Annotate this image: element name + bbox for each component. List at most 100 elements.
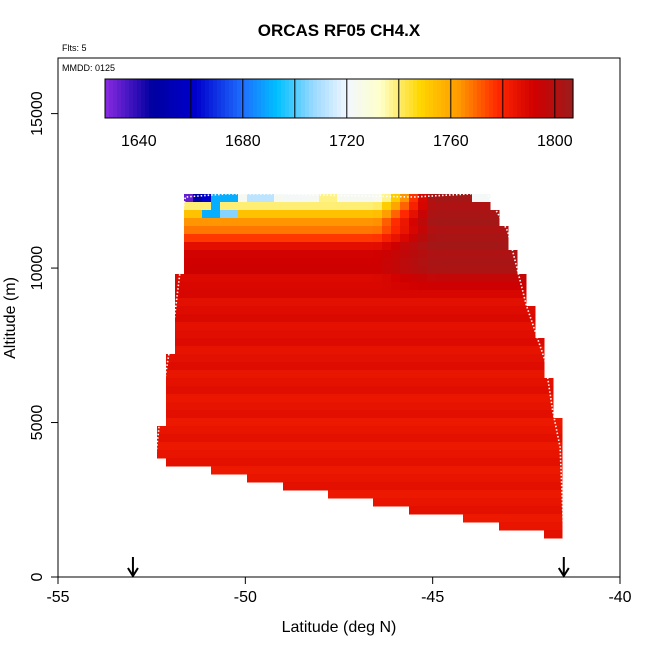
heatmap-cell	[355, 314, 365, 323]
heatmap-cell	[346, 418, 356, 427]
heatmap-cell	[346, 442, 356, 451]
heatmap-cell	[346, 490, 356, 499]
heatmap-cell	[274, 234, 284, 243]
heatmap-cell	[283, 474, 293, 483]
heatmap-cell	[355, 330, 365, 339]
heatmap-cell	[472, 226, 482, 235]
heatmap-cell	[526, 426, 536, 435]
heatmap-cell	[409, 274, 419, 283]
heatmap-cell	[229, 434, 239, 443]
heatmap-cell	[436, 370, 446, 379]
heatmap-cell	[436, 242, 446, 251]
heatmap-cell	[256, 426, 266, 435]
heatmap-cell	[238, 226, 248, 235]
heatmap-cell	[481, 394, 491, 403]
heatmap-cell	[211, 434, 221, 443]
heatmap-cell	[445, 346, 455, 355]
heatmap-cell	[427, 498, 437, 507]
heatmap-cell	[373, 370, 383, 379]
heatmap-cell	[508, 522, 518, 531]
colorbar-swatch	[301, 79, 306, 118]
heatmap-cell	[265, 202, 275, 211]
heatmap-cell	[535, 466, 545, 475]
heatmap-cell	[328, 450, 338, 459]
heatmap-cell	[517, 386, 527, 395]
colorbar-swatch	[405, 79, 410, 118]
heatmap-cell	[427, 306, 437, 315]
heatmap-cell	[499, 266, 509, 275]
heatmap-cell	[508, 426, 518, 435]
heatmap-cell	[220, 266, 230, 275]
heatmap-cell	[301, 346, 311, 355]
heatmap-cell	[346, 402, 356, 411]
heatmap-cell	[463, 306, 473, 315]
heatmap-cell	[202, 226, 212, 235]
heatmap-cell	[409, 354, 419, 363]
heatmap-cell	[220, 362, 230, 371]
heatmap-cell	[256, 274, 266, 283]
heatmap-cell	[382, 282, 392, 291]
heatmap-cell	[481, 218, 491, 227]
heatmap-cell	[346, 202, 356, 211]
heatmap-cell	[319, 266, 329, 275]
heatmap-cell	[319, 434, 329, 443]
heatmap-cell	[391, 466, 401, 475]
heatmap-cell	[229, 330, 239, 339]
heatmap-cell	[211, 250, 221, 259]
heatmap-cell	[445, 482, 455, 491]
heatmap-cell	[472, 450, 482, 459]
heatmap-cell	[175, 322, 185, 331]
colorbar-tick-label: 1720	[329, 133, 365, 150]
heatmap-cell	[238, 418, 248, 427]
heatmap-cell	[283, 290, 293, 299]
heatmap-cell	[355, 266, 365, 275]
heatmap-cell	[274, 306, 284, 315]
heatmap-cell	[490, 210, 500, 219]
heatmap-cell	[319, 474, 329, 483]
heatmap-cell	[409, 378, 419, 387]
heatmap-cell	[193, 450, 203, 459]
heatmap-cell	[301, 298, 311, 307]
heatmap-cell	[463, 394, 473, 403]
heatmap-cell	[274, 466, 284, 475]
heatmap-cell	[211, 346, 221, 355]
heatmap-cell	[535, 450, 545, 459]
heatmap-cell	[436, 234, 446, 243]
colorbar-swatch	[533, 79, 538, 118]
heatmap-cell	[436, 466, 446, 475]
heatmap-cell	[355, 306, 365, 315]
heatmap-cell	[499, 434, 509, 443]
heatmap-cell	[211, 450, 221, 459]
heatmap-cell	[229, 266, 239, 275]
heatmap-cell	[454, 442, 464, 451]
colorbar-swatch	[193, 79, 198, 118]
heatmap-cell	[292, 450, 302, 459]
heatmap-cell	[220, 338, 230, 347]
heatmap-cell	[436, 346, 446, 355]
heatmap-cell	[346, 394, 356, 403]
heatmap-cell	[418, 474, 428, 483]
heatmap-cell	[211, 378, 221, 387]
heatmap-cell	[508, 514, 518, 523]
heatmap-cell	[166, 362, 176, 371]
heatmap-cell	[481, 194, 491, 203]
heatmap-cell	[337, 418, 347, 427]
heatmap-cell	[436, 258, 446, 267]
heatmap-cell	[427, 466, 437, 475]
colorbar-swatch	[117, 79, 122, 118]
heatmap-cell	[373, 442, 383, 451]
heatmap-cell	[337, 290, 347, 299]
heatmap-cell	[490, 258, 500, 267]
heatmap-cell	[418, 322, 428, 331]
heatmap-cell	[481, 370, 491, 379]
heatmap-cell	[463, 322, 473, 331]
heatmap-cell	[283, 330, 293, 339]
heatmap-cell	[382, 306, 392, 315]
heatmap-cell	[481, 450, 491, 459]
colorbar-swatch	[545, 79, 550, 118]
heatmap-cell	[337, 322, 347, 331]
heatmap-cell	[409, 202, 419, 211]
heatmap-cell	[283, 194, 293, 203]
heatmap-cell	[472, 498, 482, 507]
heatmap-cell	[499, 290, 509, 299]
